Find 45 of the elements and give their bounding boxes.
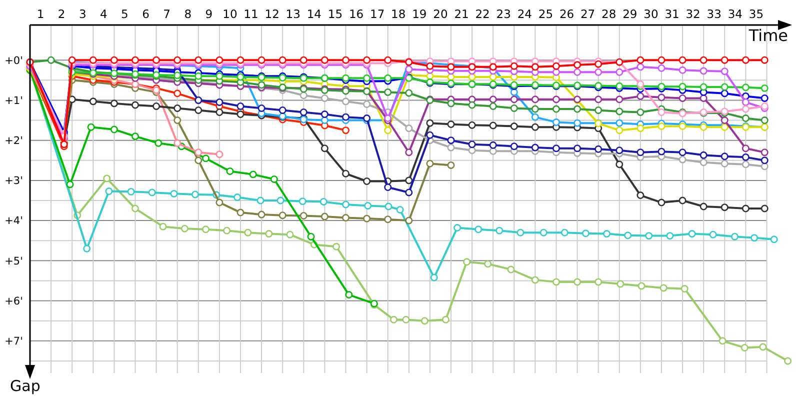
x-tick-label: 19: [412, 7, 427, 21]
x-tick-label: 22: [475, 7, 490, 21]
x-tick-label: 13: [286, 7, 300, 21]
x-tick-label: 10: [222, 7, 238, 21]
x-axis-title: Time: [748, 26, 788, 45]
x-tick-label: 18: [391, 7, 406, 21]
x-tick-label: 21: [454, 7, 469, 21]
x-tick-label: 25: [538, 7, 554, 21]
x-tick-label: 16: [348, 7, 364, 21]
y-tick-label: +0': [4, 54, 23, 67]
x-tick-label: 17: [370, 7, 385, 21]
y-tick-label: +1': [4, 94, 23, 107]
y-tick-label: +2': [4, 135, 23, 148]
x-tick-label: 24: [517, 7, 532, 21]
y-tick-label: +6': [4, 295, 23, 308]
x-tick-label: 30: [644, 7, 658, 21]
x-tick-label: 2: [58, 7, 66, 21]
x-tick-label: 28: [602, 7, 616, 21]
x-tick-label: 9: [205, 7, 213, 21]
x-tick-label: 26: [559, 7, 574, 21]
y-tick-label: +4': [4, 215, 23, 228]
x-tick-label: 11: [244, 7, 258, 21]
y-axis-title: Gap: [10, 377, 40, 395]
x-tick-label: 3: [78, 7, 86, 21]
y-tick-label: +7': [4, 336, 23, 348]
x-tick-label: 23: [496, 7, 511, 21]
x-tick-label: 31: [664, 7, 680, 21]
y-tick-label: +5': [4, 255, 23, 268]
x-tick-label: 34: [728, 7, 742, 21]
x-tick-label: 15: [328, 7, 343, 21]
x-tick-label: 4: [100, 7, 108, 21]
x-tick-label: 5: [121, 7, 128, 21]
x-tick-label: 27: [580, 7, 596, 21]
x-tick-label: 29: [622, 7, 638, 21]
y-tick-label: +3': [4, 175, 23, 188]
x-tick-label: 8: [184, 7, 192, 21]
x-tick-label: 12: [264, 7, 280, 21]
x-tick-label: 6: [142, 7, 150, 21]
x-tick-label: 35: [748, 7, 764, 21]
x-tick-label: 1: [36, 7, 44, 21]
x-tick-label: 32: [686, 7, 700, 21]
x-tick-label: 14: [306, 7, 322, 21]
x-tick-label: 20: [433, 7, 448, 21]
x-tick-label: 33: [706, 7, 722, 21]
x-tick-label: 7: [163, 7, 170, 21]
